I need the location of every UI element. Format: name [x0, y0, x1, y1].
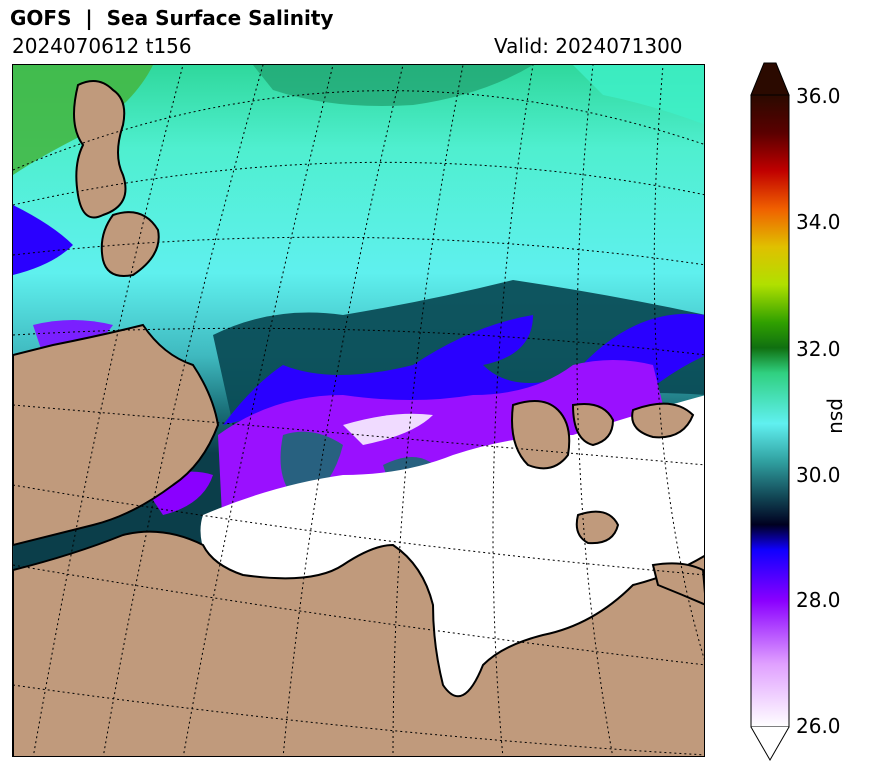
colorbar-extend-max: [750, 62, 790, 96]
valid-time-label: Valid: 2024071300: [494, 34, 683, 58]
colorbar-extend-min: [750, 726, 790, 762]
colorbar-tick-label: 30.0: [796, 463, 841, 487]
land-island: [651, 562, 704, 606]
land-svalbard: [73, 80, 127, 219]
colorbar-scale: [750, 94, 790, 728]
low-salinity-zone: [13, 205, 73, 275]
map-canvas: [13, 65, 704, 756]
land-russia: [13, 530, 704, 756]
land-island: [575, 510, 620, 545]
colorbar: [750, 62, 790, 762]
colorbar-unit-label: psu: [826, 398, 850, 434]
high-salinity-zone: [573, 65, 704, 125]
graticule: [13, 65, 704, 756]
land-svalbard-south: [100, 211, 160, 277]
colorbar-tick-label: 36.0: [796, 84, 841, 108]
colorbar-tick-label: 28.0: [796, 588, 841, 612]
land-scandinavia: [13, 323, 220, 547]
colorbar-tick-label: 34.0: [796, 210, 841, 234]
land-new-siberian-islands: [631, 402, 695, 439]
colorbar-graphic: [750, 62, 790, 762]
land-severnaya-zemlya: [571, 403, 615, 447]
high-salinity-zone: [253, 65, 533, 106]
colorbar-tick-label: 32.0: [796, 337, 841, 361]
salinity-map: [12, 64, 705, 757]
fresh-water-area: [343, 413, 433, 445]
map-title: GOFS | Sea Surface Salinity: [10, 6, 334, 30]
colorbar-tick-label: 26.0: [796, 714, 841, 738]
run-time-label: 2024070612 t156: [12, 34, 192, 58]
